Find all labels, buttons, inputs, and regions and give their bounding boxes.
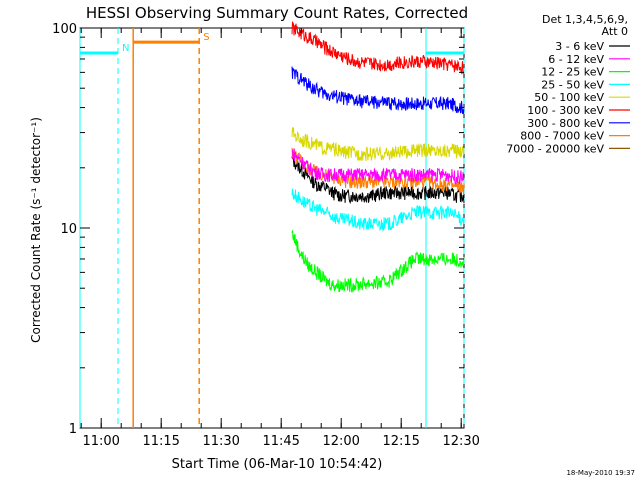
legend-entry-label: 50 - 100 keV xyxy=(534,91,604,104)
legend-entry-label: 12 - 25 keV xyxy=(541,66,604,79)
x-tick-label: 12:00 xyxy=(322,434,359,449)
series-line xyxy=(291,188,465,233)
legend-header: Att 0 xyxy=(602,25,628,38)
legend-header: Det 1,3,4,5,6,9, xyxy=(542,13,628,26)
chart-title: HESSI Observing Summary Count Rates, Cor… xyxy=(86,4,468,22)
axes: 11:00 11:15 11:30 11:45 12:00 12:15 12:30 1 10 10… xyxy=(52,22,480,449)
legend-entry-label: 6 - 12 keV xyxy=(548,53,604,66)
y-tick-label: 100 xyxy=(52,22,77,37)
series-lines xyxy=(291,21,465,293)
state-bar-label: S xyxy=(203,32,209,43)
vertical-markers xyxy=(79,28,465,428)
y-tick-label: 10 xyxy=(60,222,77,237)
footer-timestamp: 18-May-2010 19:37 xyxy=(566,469,635,477)
series-line xyxy=(291,21,465,75)
series-line xyxy=(291,230,465,293)
legend-entry-label: 800 - 7000 keV xyxy=(520,130,604,143)
state-bar-label: N xyxy=(122,43,129,54)
legend-entry-label: 100 - 300 keV xyxy=(527,104,604,117)
y-tick-label: 1 xyxy=(69,422,77,437)
series-line xyxy=(291,148,465,186)
x-tick-label: 11:45 xyxy=(262,434,299,449)
state-bars: NS xyxy=(80,32,464,55)
legend-entry-label: 25 - 50 keV xyxy=(541,78,604,91)
x-tick-label: 11:30 xyxy=(202,434,239,449)
x-tick-label: 11:00 xyxy=(82,434,119,449)
x-tick-label: 11:15 xyxy=(142,434,179,449)
legend-entry-label: 7000 - 20000 keV xyxy=(506,142,604,155)
x-tick-label: 12:30 xyxy=(442,434,479,449)
series-line xyxy=(291,155,465,205)
series-line xyxy=(291,66,465,114)
y-axis-label: Corrected Count Rate (s⁻¹ detector⁻¹) xyxy=(29,117,43,343)
legend-entry-label: 300 - 800 keV xyxy=(527,117,604,130)
legend-entry-label: 3 - 6 keV xyxy=(555,40,604,53)
x-tick-label: 12:15 xyxy=(382,434,419,449)
series-line xyxy=(291,127,465,162)
x-axis-label: Start Time (06-Mar-10 10:54:42) xyxy=(172,457,383,472)
plot-frame xyxy=(79,27,465,429)
